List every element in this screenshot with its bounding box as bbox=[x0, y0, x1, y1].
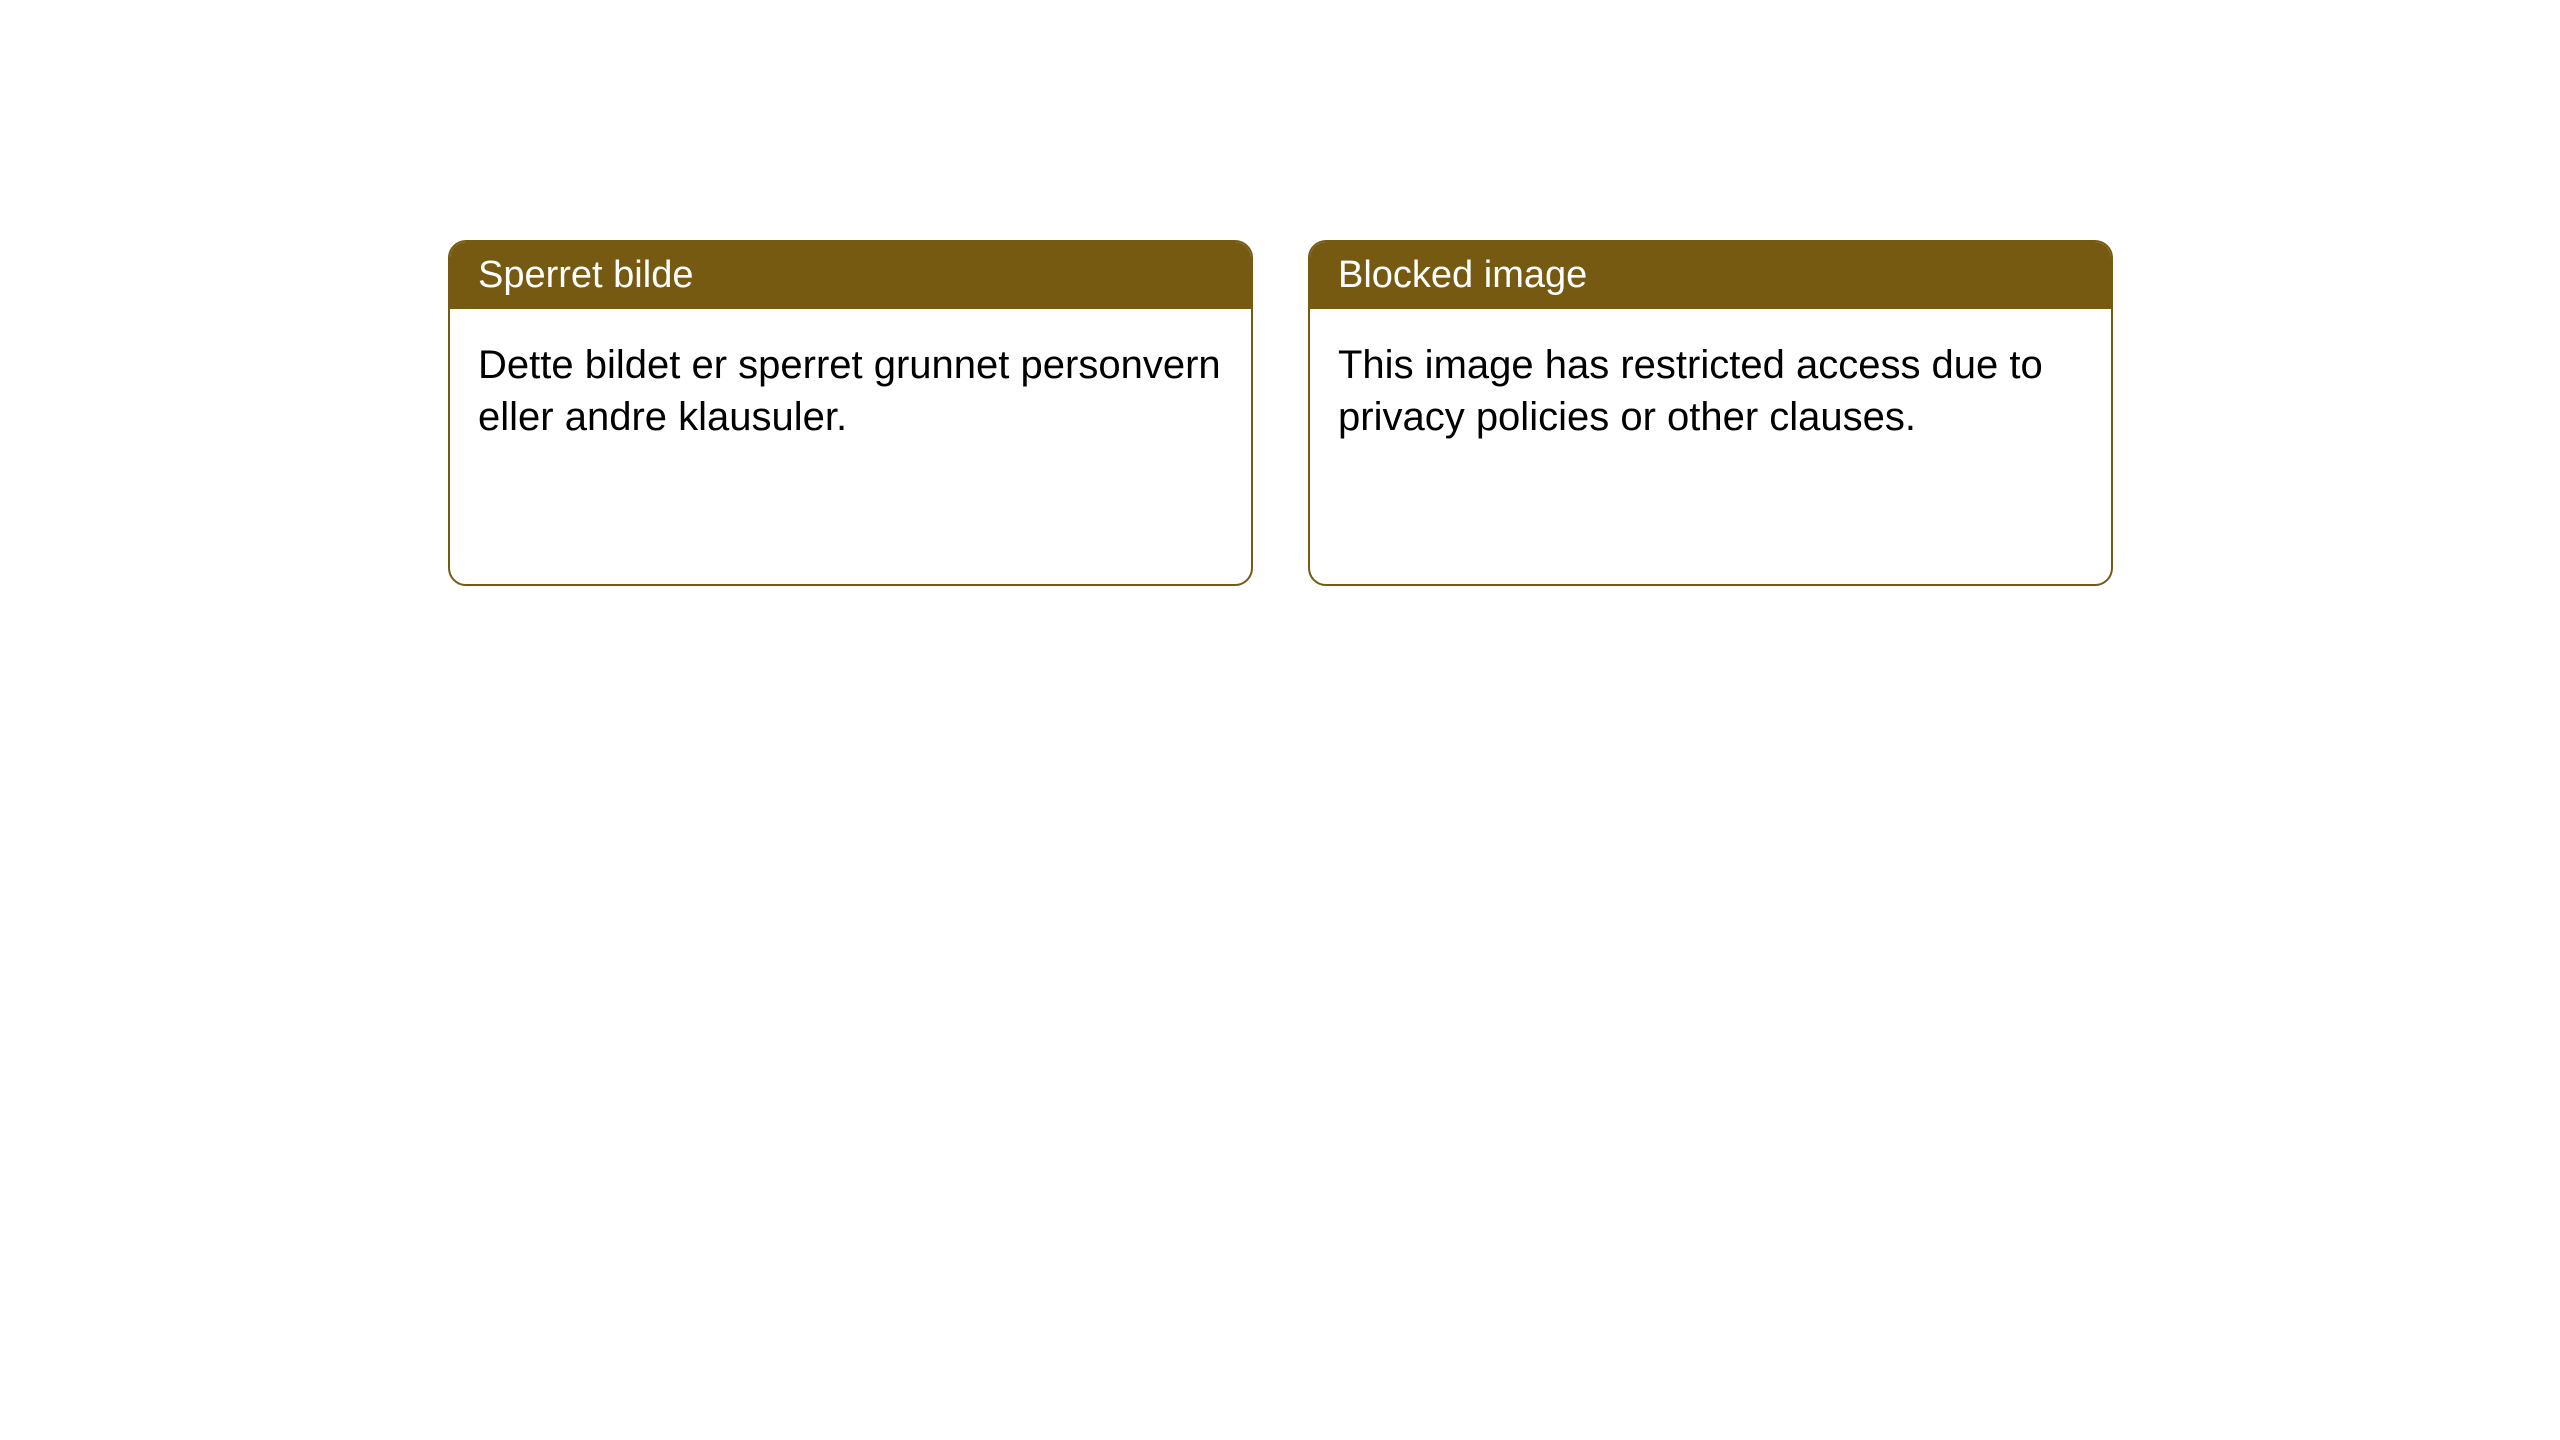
notice-card-norwegian: Sperret bilde Dette bildet er sperret gr… bbox=[448, 240, 1253, 586]
notice-body: Dette bildet er sperret grunnet personve… bbox=[450, 309, 1251, 584]
notice-header: Blocked image bbox=[1310, 242, 2111, 309]
notice-container: Sperret bilde Dette bildet er sperret gr… bbox=[0, 0, 2560, 586]
notice-header: Sperret bilde bbox=[450, 242, 1251, 309]
notice-body: This image has restricted access due to … bbox=[1310, 309, 2111, 584]
notice-card-english: Blocked image This image has restricted … bbox=[1308, 240, 2113, 586]
